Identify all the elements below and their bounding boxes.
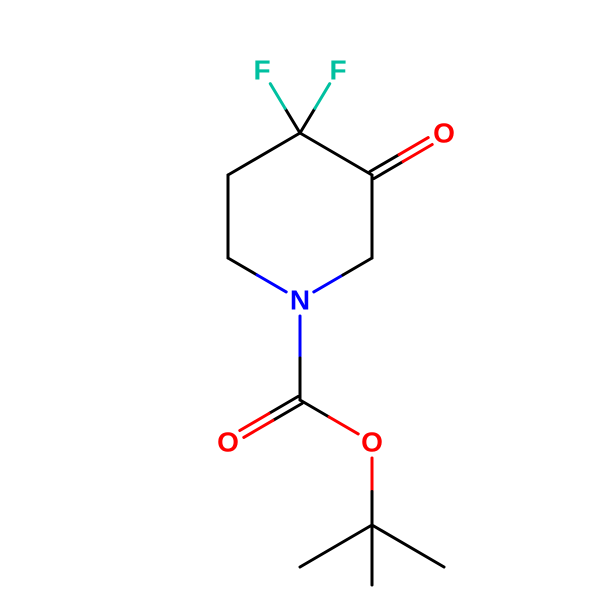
bond-line [300,108,315,133]
molecule-canvas: N O F F O O [0,0,600,600]
bond-line [273,404,302,421]
bond-line [270,84,285,109]
bond-line [228,133,300,175]
bond-line [343,258,372,275]
atom-label-f: F [253,55,270,86]
bond-line [314,275,343,292]
bond-line [228,258,257,275]
bond-line [285,108,300,133]
atom-label-n: N [290,285,310,316]
bond-line [300,133,372,175]
bond-line [257,275,286,292]
bond-line [269,397,298,414]
bond-line [329,417,358,434]
bond-line [370,155,399,172]
bond-line [372,525,444,567]
bond-line [300,525,372,567]
bond-line [240,414,269,431]
bond-line [244,420,273,437]
atom-label-f: F [329,55,346,86]
atom-label-o: O [433,118,455,149]
bond-line [374,162,403,179]
atom-label-o: O [217,427,239,458]
atom-label-o: O [361,427,383,458]
bond-line [315,84,330,109]
bond-line [399,138,428,155]
bond-line [300,400,329,417]
bond-line [403,145,432,162]
